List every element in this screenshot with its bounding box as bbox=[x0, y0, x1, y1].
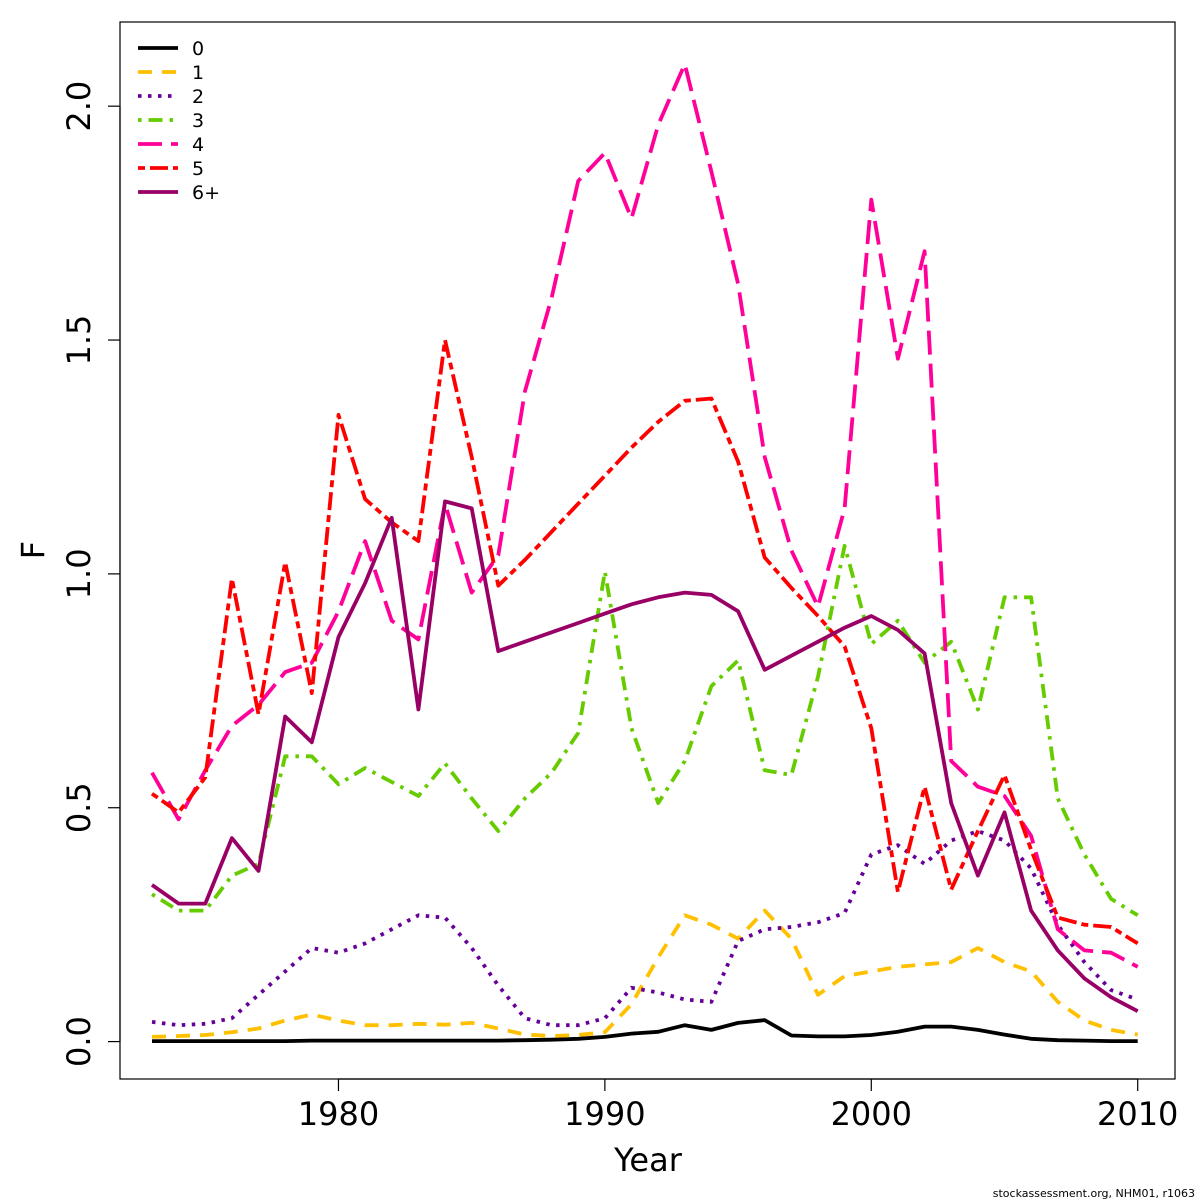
legend-label: 0 bbox=[192, 38, 204, 60]
legend-label: 1 bbox=[192, 62, 204, 84]
y-tick-label: 2.0 bbox=[60, 81, 98, 132]
y-tick-label: 0.0 bbox=[60, 1016, 98, 1067]
y-tick-label: 1.5 bbox=[60, 315, 98, 366]
series-line-age-0 bbox=[152, 1018, 1138, 1043]
x-tick-label: 2010 bbox=[1097, 1095, 1178, 1133]
series-line-age-5 bbox=[150, 338, 1139, 946]
plot-frame bbox=[119, 21, 1176, 1080]
series-line-age-3 bbox=[151, 543, 1139, 917]
legend-label: 2 bbox=[192, 86, 204, 108]
x-axis: 1980 1990 2000 2010 bbox=[298, 1078, 1178, 1133]
series-line-age-2 bbox=[151, 829, 1139, 1028]
legend-label: 5 bbox=[192, 158, 204, 180]
x-tick-label: 2000 bbox=[831, 1095, 912, 1133]
x-axis-title: Year bbox=[613, 1141, 683, 1179]
x-tick-label: 1980 bbox=[298, 1095, 379, 1133]
series-line-age-4 bbox=[150, 62, 1139, 969]
credit-text: stockassessment.org, NHM01, r1063 bbox=[993, 1187, 1195, 1200]
x-tick-label: 1990 bbox=[564, 1095, 645, 1133]
legend-label: 3 bbox=[192, 110, 204, 132]
legend-label: 6+ bbox=[192, 182, 220, 204]
series-layer bbox=[150, 62, 1139, 1043]
y-tick-label: 0.5 bbox=[60, 782, 98, 833]
y-axis: 0.0 0.5 1.0 1.5 2.0 bbox=[60, 81, 121, 1067]
y-axis-title: F bbox=[14, 541, 52, 559]
y-tick-label: 1.0 bbox=[60, 548, 98, 599]
series-line-age-6plus bbox=[150, 499, 1139, 1013]
legend-label: 4 bbox=[192, 134, 204, 156]
series-line-age-1 bbox=[151, 908, 1139, 1039]
